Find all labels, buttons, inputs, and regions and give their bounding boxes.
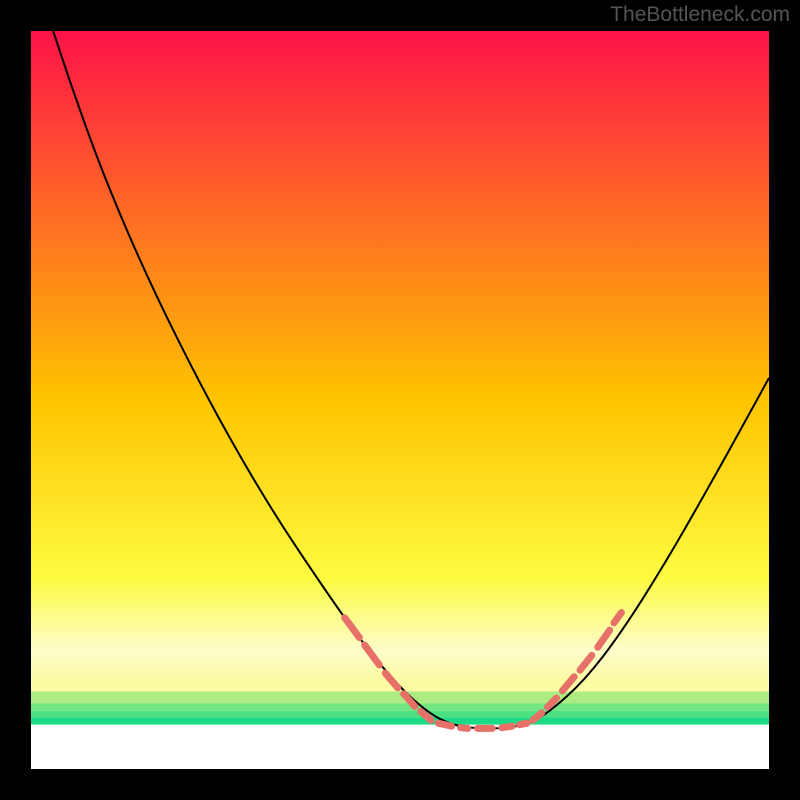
chart-container: TheBottleneck.com bbox=[0, 0, 800, 800]
attribution-text: TheBottleneck.com bbox=[610, 3, 790, 27]
plot-svg bbox=[31, 31, 769, 769]
plot-area bbox=[31, 31, 769, 769]
